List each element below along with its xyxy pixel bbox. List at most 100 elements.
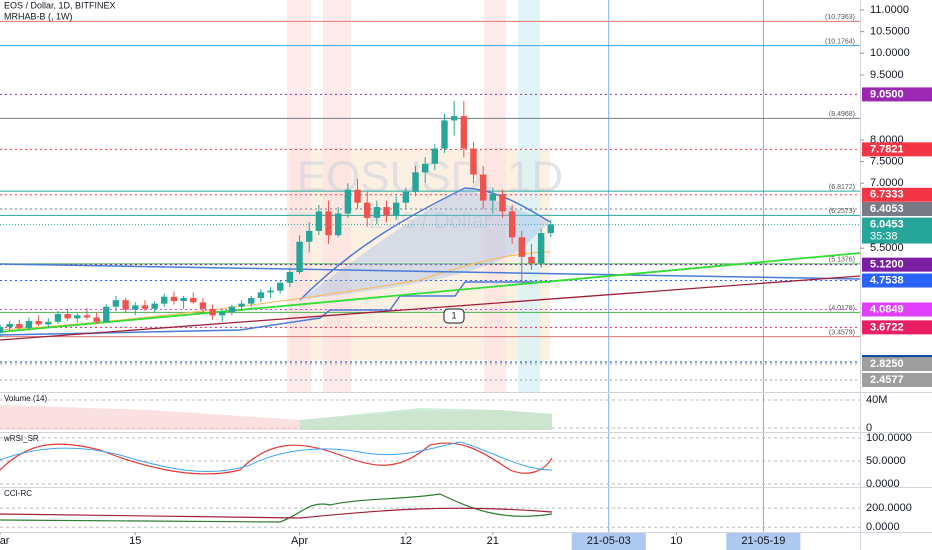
price-badge-label: 4.7538 [870, 274, 904, 286]
candle-body [6, 323, 13, 328]
rsi-line [0, 442, 553, 475]
candle-body [518, 237, 525, 257]
fib-label: (3.4579) [829, 329, 855, 336]
candle-body [499, 194, 506, 212]
candle-body [228, 306, 236, 313]
candle-body [45, 321, 52, 325]
y-tick-label: 5.5000 [870, 242, 904, 254]
moving-average-2 [0, 251, 551, 331]
candle-body [267, 290, 274, 293]
candle-body [219, 312, 226, 316]
price-badge-label: 7.7821 [870, 143, 904, 155]
fib-label: (5.1376) [829, 257, 855, 264]
price-badge [862, 87, 932, 102]
candle-body [170, 296, 178, 302]
candle-body [209, 308, 216, 316]
panel-title: CCI-RC [4, 489, 32, 498]
candle-body [373, 207, 381, 218]
y-tick-label: 9.5000 [870, 69, 904, 81]
candle-body [286, 272, 294, 283]
candle-body [508, 211, 516, 238]
candle-body [248, 298, 255, 304]
candle-body [25, 320, 33, 328]
price-badge [862, 257, 932, 272]
candle-body [112, 300, 120, 307]
candle-body [528, 256, 535, 264]
panel-tick-label: 0.0000 [866, 478, 900, 490]
candle-body [547, 224, 554, 234]
x-tick-label: Apr [291, 535, 308, 547]
candle-body [190, 298, 197, 303]
fib-label: (6.8172) [829, 184, 855, 191]
candle-body [161, 296, 168, 304]
candle-body [199, 302, 207, 309]
band [287, 0, 311, 392]
candle-body [16, 323, 23, 328]
panel-title: wRSI_SR [3, 434, 39, 443]
rsi-signal [0, 441, 553, 473]
y-tick-label: 7.5000 [870, 155, 904, 167]
x-tick-label: 21 [487, 535, 499, 547]
fib-label: (8.4968) [829, 111, 855, 118]
x-tick-highlight [726, 533, 801, 550]
fib-label: (10.1764) [825, 38, 855, 45]
candle-body [277, 282, 284, 291]
candle-body [122, 300, 129, 310]
candle-body [489, 194, 497, 201]
candle-body [0, 327, 4, 333]
marker-label: 1 [451, 310, 456, 320]
candle-body [257, 292, 265, 299]
y-tick-label: 10.0000 [870, 47, 910, 59]
candle-body [354, 189, 361, 203]
current-price-badge [862, 217, 932, 244]
moving-average [299, 187, 551, 301]
candle-body [64, 314, 71, 319]
candle-body [83, 315, 91, 318]
symbol-title: EOS / Dollar, 1D, BITFINEX [4, 0, 116, 10]
price-badge [862, 302, 932, 317]
price-badge-label: 5.1200 [870, 259, 904, 271]
price-badge-label: 4.0849 [870, 303, 904, 315]
y-tick-label: 11.0000 [870, 4, 909, 16]
candle-body [431, 148, 439, 164]
panel-tick-label: 100.0000 [866, 432, 912, 444]
candle-body [238, 303, 245, 307]
candle-body [315, 211, 323, 231]
fib-label: (6.2573) [829, 208, 855, 215]
y-tick-label: 10.5000 [870, 26, 910, 38]
price-badge-label: 6.7333 [870, 189, 904, 201]
countdown: 35:38 [870, 230, 898, 242]
candle-body [335, 213, 342, 236]
candle-body [479, 174, 487, 201]
candle-body [151, 303, 158, 309]
candle-body [537, 233, 545, 264]
price-badge-label: 2.4577 [870, 374, 904, 386]
price-badge [862, 320, 932, 335]
price-badge [862, 372, 932, 387]
candle-body [460, 116, 468, 149]
ma-fill [300, 188, 550, 300]
candle-body [383, 207, 390, 216]
price-badge [862, 187, 932, 202]
current-price-label: 6.0453 [870, 218, 904, 230]
candle-body [421, 163, 429, 173]
price-badge-label: 9.0500 [870, 88, 904, 100]
panel-title: Volume (14) [4, 394, 47, 403]
panel-tick-label: 50.0000 [866, 455, 906, 467]
price-badge-label: 3.6722 [870, 321, 904, 333]
panel-tick-label: 0.0000 [866, 521, 900, 533]
candle-body [180, 298, 187, 302]
candle-body [35, 320, 42, 325]
candle-body [296, 241, 303, 273]
candle-body [470, 148, 477, 175]
price-badge [862, 142, 932, 157]
panel-tick-label: 40M [866, 394, 887, 406]
marker-box [443, 308, 465, 324]
band [518, 0, 540, 392]
volume-area [300, 408, 552, 430]
price-badge [862, 273, 932, 288]
y-tick-label: 7.0000 [870, 177, 904, 189]
x-tick-label: 10 [670, 535, 682, 547]
trend-line [0, 275, 861, 341]
candle-body [441, 120, 448, 149]
